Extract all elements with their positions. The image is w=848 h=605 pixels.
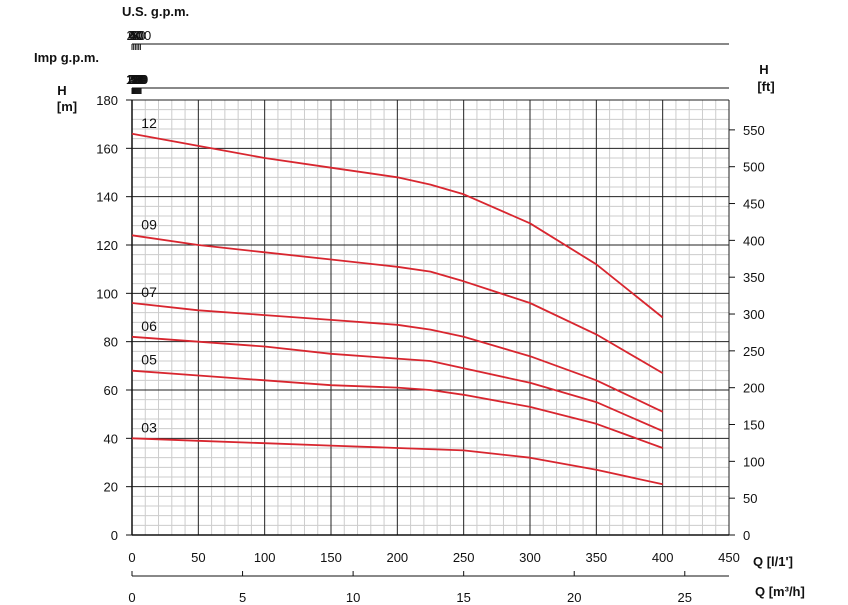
curve-07	[131, 302, 664, 413]
curve-12	[131, 132, 664, 319]
x-m3h-tick-label: 25	[678, 590, 692, 605]
x-ls-tick-label: 400	[652, 550, 674, 565]
x-imp-tick-label: 40	[129, 72, 143, 87]
x-us-tick-label: 20	[126, 28, 140, 43]
curve-05	[131, 369, 664, 449]
y-left-tick-label: 0	[111, 528, 118, 543]
x-ls-tick-label: 200	[386, 550, 408, 565]
y-right-tick-label: 0	[743, 528, 750, 543]
x-ls-tick-label: 150	[320, 550, 342, 565]
y-right-tick-label: 400	[743, 233, 765, 248]
y-left-tick-label: 120	[96, 238, 118, 253]
right-unit-label: [ft]	[757, 79, 774, 94]
y-left-tick-label: 180	[96, 93, 118, 108]
x-us-tick-label: 40	[128, 28, 142, 43]
x-imp-tick-label: 30	[128, 72, 142, 87]
y-left-tick-label: 40	[104, 431, 118, 446]
x-m3h-tick-label: 0	[128, 590, 135, 605]
curve-06	[131, 335, 664, 432]
x-us-tick-label: 100	[130, 28, 152, 43]
axes	[131, 43, 729, 577]
y-left-tick-label: 160	[96, 141, 118, 156]
curve-label-03: 03	[141, 419, 157, 435]
x-ls-tick-label: 450	[718, 550, 740, 565]
curve-label-06: 06	[141, 318, 157, 334]
x-ls-tick-label: 100	[254, 550, 276, 565]
y-right-tick-label: 500	[743, 160, 765, 175]
curve-03	[131, 437, 663, 486]
x-ls-tick-label: 300	[519, 550, 541, 565]
x-imp-tick-label: 70	[132, 72, 146, 87]
y-right-tick-label: 350	[743, 270, 765, 285]
curve-09	[131, 234, 664, 374]
major-grid	[132, 99, 730, 535]
x-us-tick-label: 80	[131, 28, 145, 43]
x-imp-tick-label: 80	[133, 72, 147, 87]
left-unit-label: [m]	[57, 99, 77, 114]
left-h-label: H	[57, 83, 66, 98]
y-right-tick-label: 100	[743, 454, 765, 469]
imp-gpm-axis-label: Imp g.p.m.	[34, 50, 99, 65]
y-right-tick-label: 450	[743, 197, 765, 212]
y-left-tick-label: 140	[96, 190, 118, 205]
x-m3h-tick-label: 10	[346, 590, 360, 605]
y-right-tick-label: 200	[743, 381, 765, 396]
y-left-tick-label: 80	[104, 335, 118, 350]
y-right-tick-label: 50	[743, 491, 757, 506]
x-imp-tick-label: 90	[134, 72, 148, 87]
us-gpm-axis-label: U.S. g.p.m.	[122, 4, 189, 19]
curve-label-07: 07	[141, 284, 157, 300]
x-m3h-tick-label: 5	[239, 590, 246, 605]
x-imp-tick-label: 20	[127, 72, 141, 87]
x-imp-tick-label: 50	[130, 72, 144, 87]
x-imp-tick-label: 10	[126, 72, 140, 87]
y-right-tick-label: 150	[743, 418, 765, 433]
q-ls-axis-label: Q [l/1']	[753, 554, 793, 569]
x-ls-tick-label: 350	[585, 550, 607, 565]
x-m3h-tick-label: 20	[567, 590, 581, 605]
curve-label-05: 05	[141, 352, 157, 368]
y-right-tick-label: 550	[743, 123, 765, 138]
x-ls-tick-label: 50	[191, 550, 205, 565]
q-m3h-axis-label: Q [m³/h]	[755, 584, 805, 599]
right-h-label: H	[759, 62, 768, 77]
minor-grid	[132, 100, 729, 535]
curve-label-12: 12	[141, 115, 157, 131]
y-right-tick-label: 250	[743, 344, 765, 359]
curve-label-09: 09	[141, 216, 157, 232]
x-ls-tick-label: 0	[128, 550, 135, 565]
y-left-tick-label: 100	[96, 286, 118, 301]
x-us-tick-label: 0	[128, 28, 135, 43]
x-imp-tick-label: 60	[131, 72, 145, 87]
y-left-tick-label: 60	[104, 383, 118, 398]
x-imp-tick-label: 0	[128, 72, 135, 87]
y-right-tick-label: 300	[743, 307, 765, 322]
x-m3h-tick-label: 15	[456, 590, 470, 605]
x-us-tick-label: 60	[130, 28, 144, 43]
y-left-tick-label: 20	[104, 480, 118, 495]
pump-curves: 12 09 07 06 05 03	[131, 115, 664, 486]
x-ls-tick-label: 250	[453, 550, 475, 565]
tick-labels: 0204060801001201401601800501001502002503…	[96, 28, 764, 605]
